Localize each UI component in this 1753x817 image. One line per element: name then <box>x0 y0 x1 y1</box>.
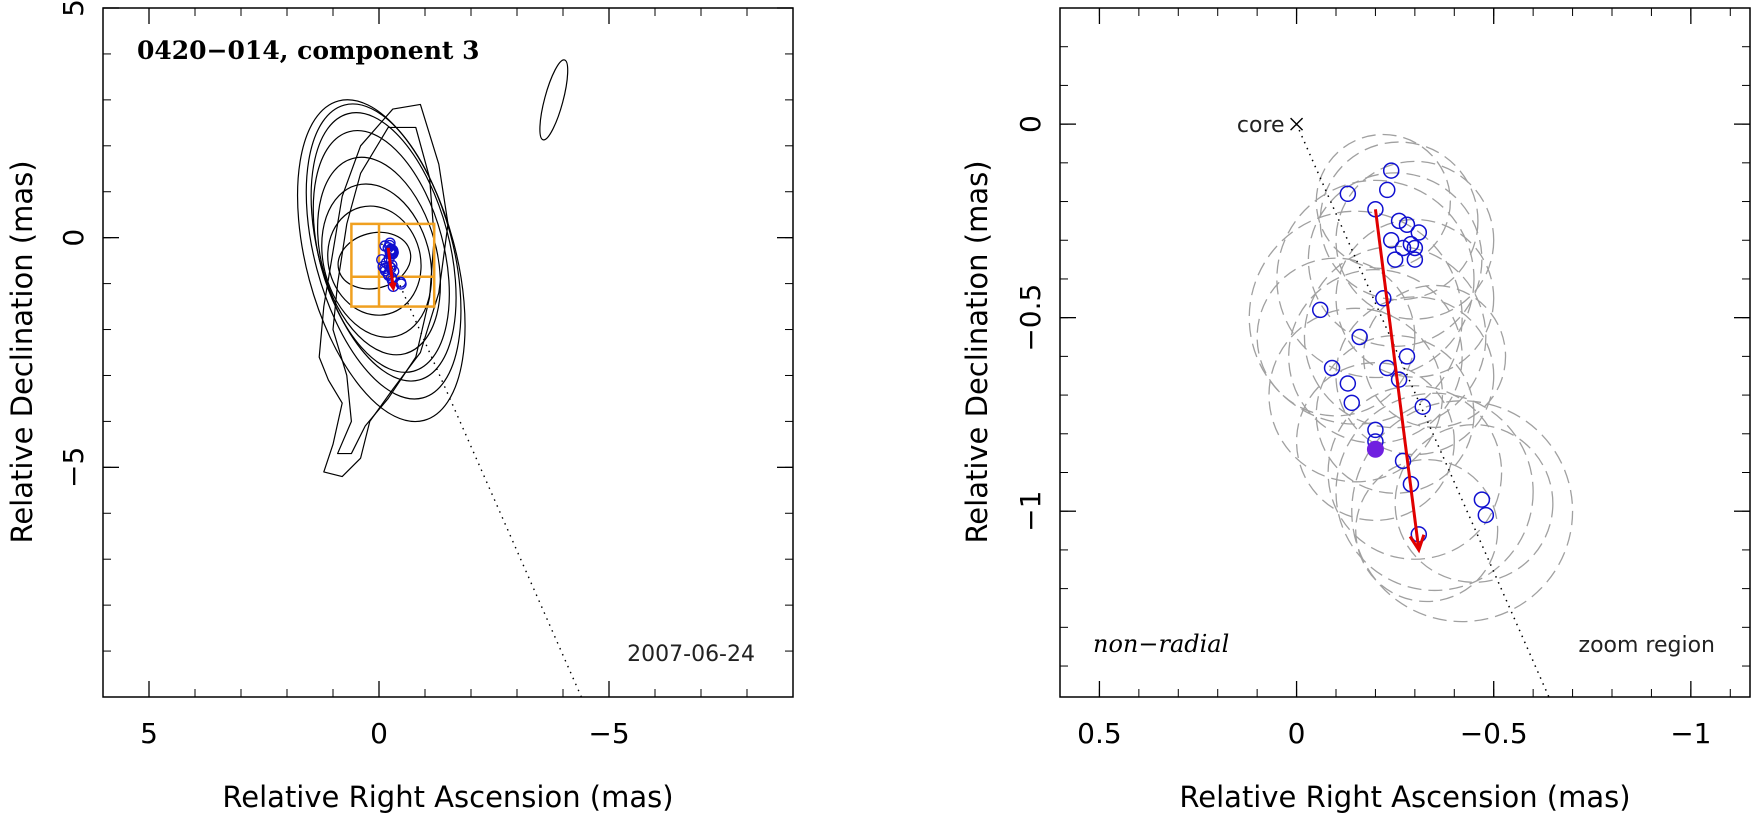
component-position-marker <box>1390 212 1408 230</box>
positional-error-circle <box>1327 385 1503 560</box>
left-axes-frame <box>102 7 794 698</box>
component-position-marker <box>1323 359 1341 377</box>
positional-error-circle <box>1295 362 1455 522</box>
positional-error-circle <box>1335 392 1534 592</box>
component-position-marker <box>1382 231 1400 249</box>
left-y-tick-label: −5 <box>57 447 90 488</box>
right-ticks: 0.5 0 −0.5 −1 0 −0.5 −1 <box>1014 7 1750 750</box>
left-ticks: 5 0 −5 5 0 −5 <box>57 0 794 750</box>
right-axes-frame <box>1059 7 1751 698</box>
positional-error-circle <box>1335 296 1495 456</box>
component-position-marker <box>1402 235 1420 253</box>
right-y-tick-label: −0.5 <box>1014 284 1047 352</box>
component-position-marker <box>1382 162 1400 179</box>
positional-error-circle <box>1319 141 1479 301</box>
positional-error-circle <box>1362 284 1507 428</box>
left-motion-arrowhead <box>388 282 397 292</box>
outer-flux-contour <box>318 103 449 478</box>
outer-flux-contour <box>332 126 435 455</box>
positional-error-circle <box>1268 307 1444 483</box>
positional-error-circle <box>1394 423 1554 583</box>
right-zoom-region-label: zoom region <box>1579 633 1715 658</box>
left-date-label: 2007-06-24 <box>627 642 755 667</box>
left-x-tick-label: 0 <box>370 717 388 750</box>
left-panel: 5 0 −5 5 0 −5 0420−014, component 3 2007-06-2… <box>5 0 794 814</box>
right-x-tick-label: −0.5 <box>1460 717 1528 750</box>
component-position-marker <box>1379 181 1396 199</box>
component-position-marker <box>1339 185 1357 203</box>
jet-direction-line <box>1295 123 1550 697</box>
flux-contour <box>312 129 450 373</box>
flux-contour <box>321 183 433 338</box>
component-position-marker <box>1398 216 1416 234</box>
left-panel-title: 0420−014, component 3 <box>137 36 480 65</box>
positional-error-circle <box>1307 172 1483 347</box>
component-position-marker <box>1410 224 1428 241</box>
core-label: core <box>1237 113 1285 138</box>
right-x-tick-label: −1 <box>1670 717 1711 750</box>
positional-error-circle <box>1256 257 1416 417</box>
core-cross-mark <box>1290 117 1304 131</box>
component-position-marker <box>1375 290 1392 307</box>
positional-error-circle <box>1351 400 1574 623</box>
positional-error-circle <box>1335 218 1495 378</box>
component-position-marker <box>1367 421 1384 439</box>
component-position-marker <box>1311 301 1329 319</box>
component-position-marker <box>1477 506 1495 524</box>
flux-contour <box>296 99 466 423</box>
component-position-marker <box>1398 348 1416 365</box>
positional-error-circle <box>1315 334 1475 494</box>
component-position-marker <box>1351 328 1368 346</box>
component-position-marker <box>1343 394 1361 412</box>
positional-error-circle <box>1335 160 1495 320</box>
right-y-tick-label: 0 <box>1014 115 1047 133</box>
component-position-marker <box>1406 251 1424 268</box>
beam-ellipse <box>539 59 569 141</box>
left-x-axis-title: Relative Right Ascension (mas) <box>222 780 673 814</box>
left-x-tick-label: 5 <box>140 717 158 750</box>
right-motion-arrow <box>1373 209 1421 551</box>
left-motion-arrow <box>386 247 395 289</box>
left-y-tick-label: 0 <box>57 229 90 247</box>
right-y-tick-label: −1 <box>1014 491 1047 532</box>
component-position-marker <box>1406 239 1424 257</box>
left-y-axis-title: Relative Declination (mas) <box>5 160 39 543</box>
reference-epoch-marker <box>1366 440 1384 458</box>
right-x-tick-label: 0.5 <box>1077 717 1122 750</box>
flux-contour <box>305 103 462 400</box>
right-panel: 0.5 0 −0.5 −1 0 −0.5 −1 non−radial zoom region… <box>960 7 1751 814</box>
component-position-marker <box>1414 398 1431 415</box>
left-plot-area <box>296 59 583 697</box>
positional-error-circle <box>1248 210 1463 425</box>
component-position-marker <box>1473 491 1491 508</box>
component-position-marker <box>1379 359 1396 377</box>
component-position-marker <box>1394 239 1412 257</box>
left-x-tick-label: −5 <box>588 717 629 750</box>
right-x-tick-label: 0 <box>1288 717 1306 750</box>
zoom-box <box>350 222 436 308</box>
flux-contour <box>337 231 412 290</box>
component-position-marker <box>1386 251 1404 268</box>
right-y-axis-title: Relative Declination (mas) <box>960 160 994 543</box>
right-motion-arrowhead <box>1408 534 1426 554</box>
right-plot-area <box>1248 117 1574 697</box>
positional-error-circle <box>1276 179 1475 379</box>
left-y-tick-label: 5 <box>57 0 90 17</box>
right-x-axis-title: Relative Right Ascension (mas) <box>1179 780 1630 814</box>
component-position-marker <box>1339 375 1357 392</box>
positional-error-circle <box>1355 458 1499 603</box>
component-position-marker <box>1394 452 1412 470</box>
right-nonradial-label: non−radial <box>1093 630 1229 658</box>
